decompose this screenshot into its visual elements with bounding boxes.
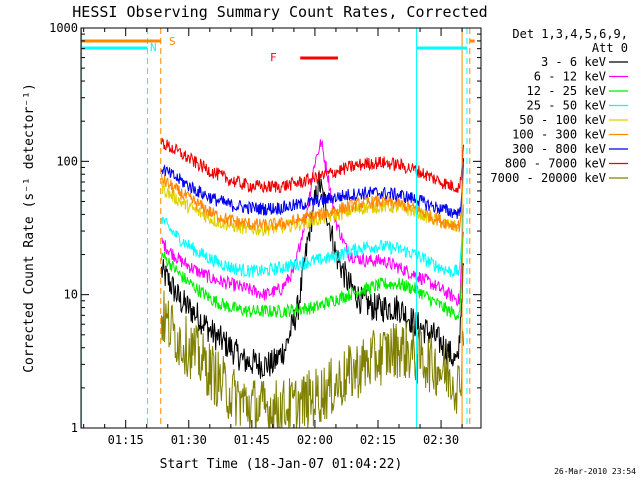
legend-label: 25 - 50 keV: [527, 99, 606, 113]
axis-ticks: 01:15 01:30 01:45 02:00 02:15 02:30 1 10 100 1000: [49, 21, 481, 447]
legend-label: 50 - 100 keV: [519, 113, 606, 127]
x-tick-label: 01:15: [108, 433, 144, 447]
series-line-5: [160, 164, 465, 232]
x-tick-label: 02:30: [423, 433, 459, 447]
x-axis-label: Start Time (18-Jan-07 01:04:22): [160, 457, 403, 472]
timestamp: 26-Mar-2010 23:54: [554, 467, 636, 476]
legend-label: 800 - 7000 keV: [505, 157, 606, 171]
legend-title-line-1: Det 1,3,4,5,6,9,: [512, 27, 628, 41]
y-tick-label: 1: [71, 421, 78, 435]
plot-frame: [80, 27, 482, 429]
series-line-3: [160, 204, 465, 279]
x-tick-label: 01:45: [234, 433, 270, 447]
event-bars: [81, 28, 475, 428]
legend-label: 100 - 300 keV: [512, 128, 606, 142]
x-tick-label: 02:00: [297, 433, 333, 447]
legend-label: 300 - 800 keV: [512, 142, 606, 156]
legend-label: 6 - 12 keV: [534, 70, 606, 84]
legend-title-line-2: Att 0: [592, 41, 628, 55]
series-line-6: [160, 158, 465, 219]
saa-marker-label: S: [169, 35, 176, 48]
series-line-2: [160, 231, 465, 321]
chart-title: HESSI Observing Summary Count Rates, Cor…: [72, 3, 487, 21]
y-tick-label: 100: [56, 154, 78, 168]
night-marker-label: N: [150, 41, 157, 54]
x-tick-label: 02:15: [360, 433, 396, 447]
y-tick-label: 10: [64, 288, 78, 302]
series-line-7: [160, 137, 465, 194]
y-tick-label: 1000: [49, 21, 78, 35]
series-line-4: [160, 171, 465, 237]
series-line-8: [160, 290, 465, 429]
legend-label: 3 - 6 keV: [541, 55, 606, 69]
y-axis-label: Corrected Count Rate (s⁻¹ detector⁻¹): [22, 83, 37, 373]
flare-marker-label: F: [270, 51, 277, 64]
legend-label: 7000 - 20000 keV: [490, 171, 606, 185]
plot-content: [160, 137, 465, 429]
legend-label: 12 - 25 keV: [527, 84, 606, 98]
x-tick-label: 01:30: [171, 433, 207, 447]
